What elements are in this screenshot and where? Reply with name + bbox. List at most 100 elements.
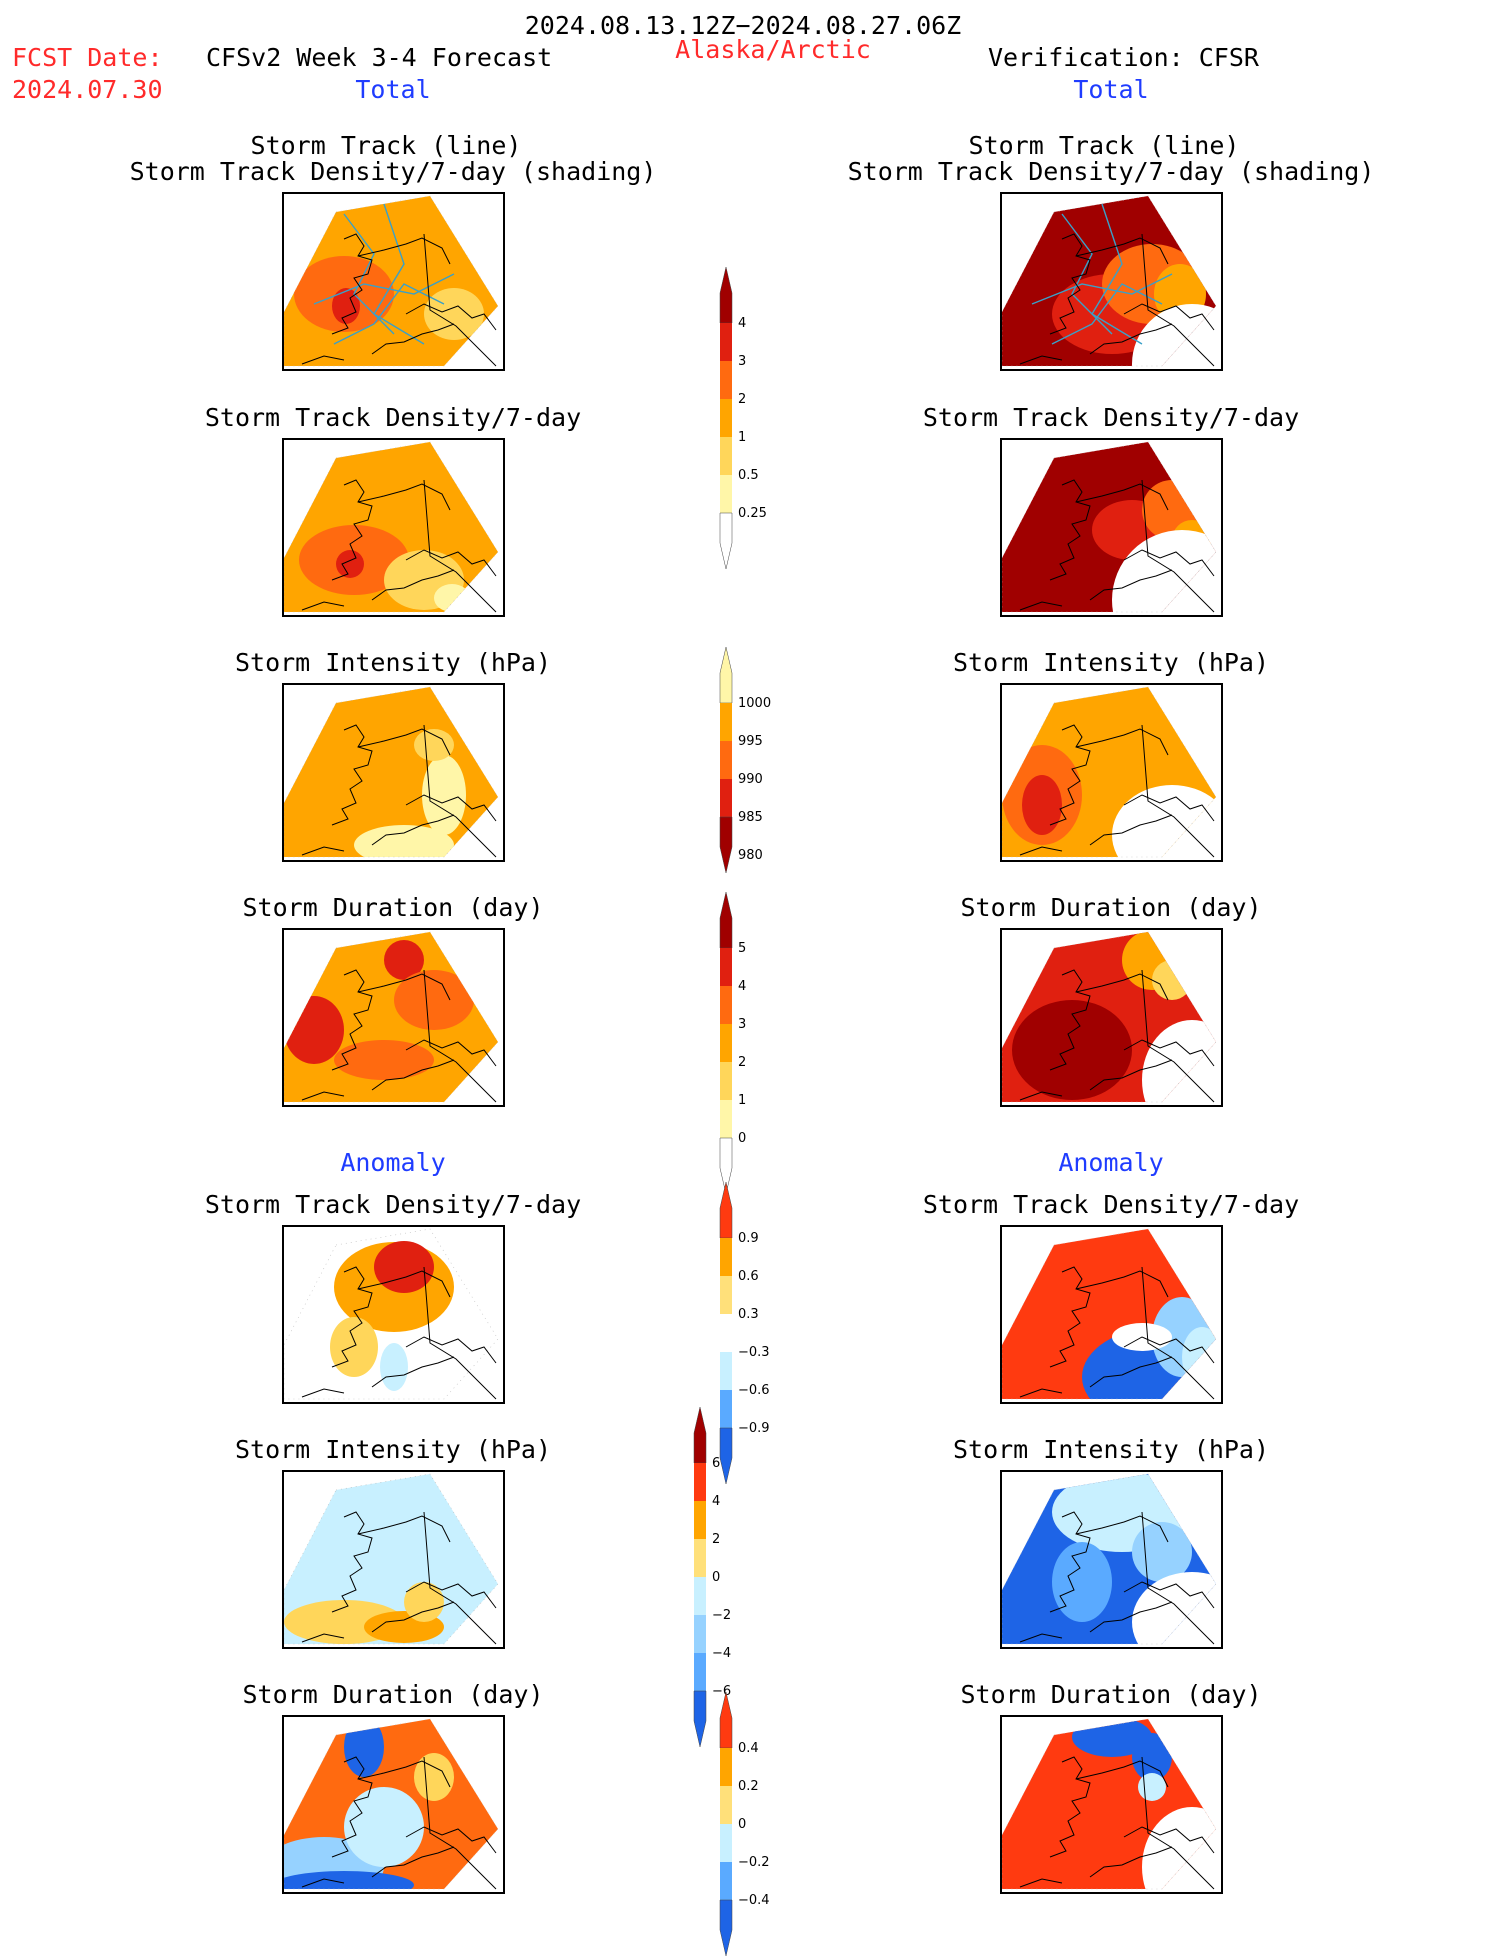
density_anom-colorbar-tick: −0.3	[738, 1345, 770, 1360]
duration_anom-colorbar-segment	[720, 1824, 732, 1862]
intensity_anom-colorbar-tick: 0	[712, 1570, 720, 1585]
duration_anom-colorbar-tick: 0.2	[738, 1779, 759, 1794]
intensity_anom-colorbar-tick: 2	[712, 1532, 720, 1547]
forecast-title: CFSv2 Week 3-4 Forecast	[206, 43, 553, 72]
verification-label: Verification: CFSR	[988, 43, 1259, 72]
fcst-date-value: 2024.07.30	[12, 75, 163, 104]
duration_anom-colorbar-tick: 0.4	[738, 1741, 759, 1756]
density_anom-colorbar-segment	[719, 1181, 733, 1239]
density-colorbar-tick: 1	[738, 430, 746, 445]
density_anom-colorbar-tick: −0.6	[738, 1383, 770, 1398]
density-colorbar-segment	[720, 361, 732, 399]
left-duration-map	[282, 928, 505, 1107]
intensity_anom-colorbar-segment	[694, 1539, 706, 1577]
colorbar-duration-anom: 0.4 0.2 0 −0.2 −0.4	[719, 1690, 790, 1958]
intensity_anom-colorbar-segment	[694, 1653, 706, 1691]
intensity_anom-colorbar-tick: −2	[712, 1608, 731, 1623]
right-track-title-1: Storm Track (line)	[968, 131, 1240, 160]
duration_anom-colorbar-segment	[720, 1862, 732, 1900]
duration-colorbar-segment	[720, 1100, 732, 1138]
left-total-label: Total	[355, 75, 431, 104]
right-duration-anom-map	[1000, 1715, 1223, 1894]
right-total-label: Total	[1073, 75, 1149, 104]
intensity-colorbar-tick: 1000	[738, 696, 771, 711]
colorbar-intensity-anom: 6 4 2 0 −2 −4 −6	[693, 1405, 764, 1749]
left-density-anom-map	[282, 1225, 505, 1404]
right-intensity-title: Storm Intensity (hPa)	[952, 648, 1270, 677]
right-duration-title: Storm Duration (day)	[960, 893, 1262, 922]
density_anom-colorbar-tick: 0.3	[738, 1307, 759, 1322]
forecast-period: 2024.08.13.12Z−2024.08.27.06Z	[524, 11, 962, 40]
duration-colorbar-tick: 5	[738, 941, 746, 956]
intensity_anom-colorbar-segment	[693, 1690, 707, 1748]
left-duration-title: Storm Duration (day)	[242, 893, 544, 922]
intensity-colorbar-tick: 990	[738, 772, 763, 787]
duration-colorbar-tick: 3	[738, 1017, 746, 1032]
density-colorbar-tick: 4	[738, 316, 746, 331]
left-density-title: Storm Track Density/7-day	[204, 403, 582, 432]
intensity_anom-colorbar-segment	[694, 1615, 706, 1653]
intensity-colorbar-segment	[720, 703, 732, 741]
duration-colorbar-tick: 1	[738, 1093, 746, 1108]
duration-colorbar-tick: 0	[738, 1131, 746, 1146]
density-colorbar-segment	[720, 323, 732, 361]
density_anom-colorbar-segment	[720, 1314, 732, 1352]
left-intensity-anom-title: Storm Intensity (hPa)	[234, 1435, 552, 1464]
colorbar-density: 4 3 2 1 0.5 0.25	[719, 265, 790, 571]
density-colorbar-segment	[720, 437, 732, 475]
right-intensity-anom-map	[1000, 1470, 1223, 1649]
region-title: Alaska/Arctic	[675, 35, 871, 64]
right-track-title-2: Storm Track Density/7-day (shading)	[847, 157, 1375, 186]
intensity_anom-colorbar-tick: 4	[712, 1494, 720, 1509]
right-intensity-anom-title: Storm Intensity (hPa)	[952, 1435, 1270, 1464]
duration-colorbar-segment	[720, 1062, 732, 1100]
intensity_anom-colorbar-tick: 6	[712, 1456, 720, 1471]
left-anomaly-label: Anomaly	[340, 1148, 446, 1177]
right-intensity-map	[1000, 683, 1223, 862]
right-duration-map	[1000, 928, 1223, 1107]
duration_anom-colorbar-segment	[719, 1899, 733, 1957]
colorbar-duration: 5 4 3 2 1 0	[719, 890, 790, 1196]
density-colorbar-segment	[719, 512, 733, 570]
duration_anom-colorbar-segment	[720, 1786, 732, 1824]
duration-colorbar-segment	[720, 948, 732, 986]
left-track-title-1: Storm Track (line)	[250, 131, 522, 160]
duration_anom-colorbar-tick: 0	[738, 1817, 746, 1832]
intensity-colorbar-segment	[719, 816, 733, 874]
left-track-map	[282, 192, 505, 371]
intensity-colorbar-tick: 985	[738, 810, 763, 825]
left-intensity-title: Storm Intensity (hPa)	[234, 648, 552, 677]
density_anom-colorbar-tick: 0.6	[738, 1269, 759, 1284]
intensity_anom-colorbar-segment	[693, 1406, 707, 1464]
density_anom-colorbar-segment	[720, 1352, 732, 1390]
right-anomaly-label: Anomaly	[1058, 1148, 1164, 1177]
left-duration-anom-map	[282, 1715, 505, 1894]
duration-colorbar-tick: 2	[738, 1055, 746, 1070]
density_anom-colorbar-segment	[720, 1276, 732, 1314]
colorbar-intensity: 1000 995 990 985 980	[719, 645, 790, 875]
right-duration-anom-title: Storm Duration (day)	[960, 1680, 1262, 1709]
left-density-map	[282, 438, 505, 617]
density-colorbar-segment	[720, 475, 732, 513]
fcst-date-label: FCST Date:	[12, 43, 163, 72]
intensity_anom-colorbar-segment	[694, 1577, 706, 1615]
intensity_anom-colorbar-segment	[694, 1463, 706, 1501]
intensity-colorbar-segment	[720, 779, 732, 817]
intensity-colorbar-tick: 980	[738, 848, 763, 863]
left-density-anom-title: Storm Track Density/7-day	[204, 1190, 582, 1219]
density-colorbar-tick: 0.25	[738, 506, 767, 521]
density-colorbar-tick: 0.5	[738, 468, 759, 483]
density-colorbar-segment	[720, 399, 732, 437]
density_anom-colorbar-segment	[719, 1427, 733, 1485]
intensity_anom-colorbar-segment	[694, 1501, 706, 1539]
left-duration-anom-title: Storm Duration (day)	[242, 1680, 544, 1709]
duration-colorbar-tick: 4	[738, 979, 746, 994]
right-density-map	[1000, 438, 1223, 617]
duration-colorbar-segment	[719, 1137, 733, 1195]
density_anom-colorbar-segment	[720, 1238, 732, 1276]
right-density-anom-title: Storm Track Density/7-day	[922, 1190, 1300, 1219]
duration_anom-colorbar-tick: −0.4	[738, 1893, 770, 1908]
duration-colorbar-segment	[720, 986, 732, 1024]
density_anom-colorbar-tick: 0.9	[738, 1231, 759, 1246]
density-colorbar-tick: 3	[738, 354, 746, 369]
